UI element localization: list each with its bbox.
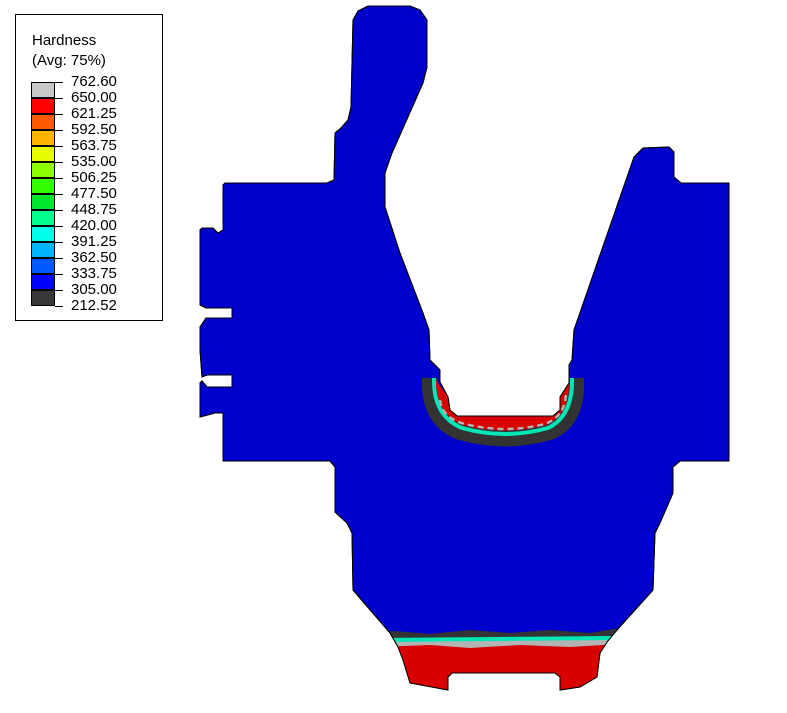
legend-tick — [55, 82, 63, 83]
legend-level-label: 762.60 — [71, 73, 117, 90]
legend-level-label: 477.50 — [71, 185, 117, 202]
legend-level-label: 333.75 — [71, 265, 117, 282]
legend-band-11 — [31, 258, 55, 274]
legend-title: Hardness — [32, 32, 97, 49]
legend-tick — [55, 114, 63, 115]
legend-band-3 — [31, 130, 55, 146]
legend-band-9 — [31, 226, 55, 242]
legend-band-10 — [31, 242, 55, 258]
legend-level-label: 592.50 — [71, 121, 117, 138]
legend-band-13 — [31, 290, 55, 306]
legend-tick — [55, 226, 63, 227]
legend-tick — [55, 274, 63, 275]
legend-tick — [55, 178, 63, 179]
legend-tick — [55, 162, 63, 163]
legend-level-label: 305.00 — [71, 281, 117, 298]
legend-band-5 — [31, 162, 55, 178]
legend-tick — [55, 306, 63, 307]
legend-band-6 — [31, 178, 55, 194]
legend-level-label: 506.25 — [71, 169, 117, 186]
groove-hard-zone — [436, 380, 570, 431]
legend-tick — [55, 210, 63, 211]
legend-level-label: 563.75 — [71, 137, 117, 154]
legend-tick — [55, 146, 63, 147]
flange-hard-zone — [380, 644, 620, 690]
legend-tick — [55, 258, 63, 259]
legend-tick — [55, 290, 63, 291]
legend-subtitle: (Avg: 75%) — [32, 52, 106, 69]
part-outline — [199, 5, 730, 691]
legend-tick — [55, 194, 63, 195]
groove-gradient-band — [431, 377, 575, 436]
hardness-legend: Hardness (Avg: 75%) 762.60 650.00 621.25 59… — [15, 14, 163, 321]
legend-band-12 — [31, 274, 55, 290]
legend-band-2 — [31, 114, 55, 130]
legend-level-label: 650.00 — [71, 89, 117, 106]
legend-level-label: 535.00 — [71, 153, 117, 170]
legend-level-label: 420.00 — [71, 217, 117, 234]
legend-level-label: 391.25 — [71, 233, 117, 250]
legend-level-label: 621.25 — [71, 105, 117, 122]
legend-tick — [55, 130, 63, 131]
part-body-region — [199, 5, 730, 691]
groove-soft-band — [421, 377, 585, 447]
legend-band-7 — [31, 194, 55, 210]
legend-band-0 — [31, 82, 55, 98]
legend-tick — [55, 98, 63, 99]
legend-band-4 — [31, 146, 55, 162]
legend-level-label: 448.75 — [71, 201, 117, 218]
legend-band-8 — [31, 210, 55, 226]
legend-band-1 — [31, 98, 55, 114]
legend-level-label: 212.52 — [71, 297, 117, 314]
legend-tick — [55, 242, 63, 243]
legend-level-label: 362.50 — [71, 249, 117, 266]
